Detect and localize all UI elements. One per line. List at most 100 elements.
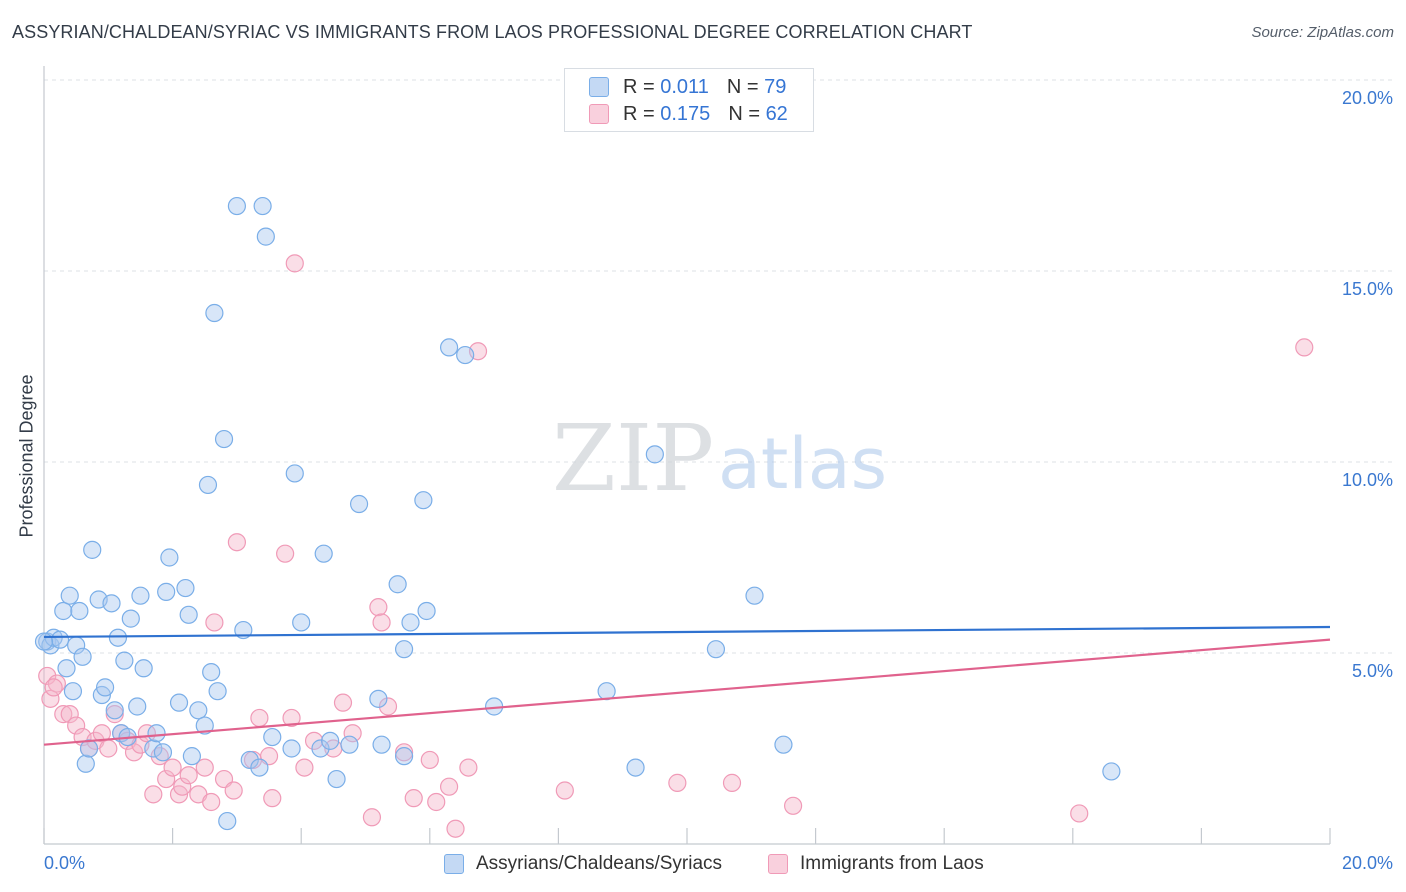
legend-r-label: R = bbox=[623, 75, 655, 98]
laos-point bbox=[124, 743, 144, 762]
laos-point bbox=[1295, 338, 1314, 357]
laos-point bbox=[92, 724, 111, 743]
y-tick-label: 10.0% bbox=[1342, 470, 1393, 490]
assyrian-point bbox=[218, 811, 237, 831]
laos-point bbox=[722, 773, 742, 792]
laos-point bbox=[333, 693, 353, 712]
assyrian-point bbox=[57, 659, 76, 678]
bottom-legend-swatch-pink bbox=[768, 854, 788, 874]
laos-point bbox=[224, 781, 243, 800]
laos-trend-line bbox=[43, 638, 1331, 746]
assyrian-point bbox=[706, 640, 726, 659]
legend-n-label: N = bbox=[728, 102, 760, 125]
laos-point bbox=[38, 666, 57, 686]
laos-point bbox=[362, 808, 382, 827]
assyrian-point bbox=[153, 743, 173, 762]
assyrian-point bbox=[227, 196, 246, 216]
bottom-legend-swatch-blue bbox=[444, 854, 464, 874]
assyrian-point bbox=[256, 227, 275, 246]
assyrian-point bbox=[144, 739, 163, 758]
assyrian-point bbox=[327, 769, 346, 789]
assyrian-point bbox=[60, 586, 79, 605]
laos-point bbox=[343, 724, 362, 743]
assyrian-point bbox=[414, 491, 433, 510]
laos-point bbox=[372, 613, 391, 632]
laos-point bbox=[783, 796, 803, 815]
assyrian-point bbox=[70, 601, 89, 621]
laos-point bbox=[295, 758, 314, 777]
gridlines bbox=[44, 79, 1394, 654]
assyrian-point bbox=[208, 682, 227, 701]
laos-point bbox=[369, 598, 388, 617]
source-label: Source: ZipAtlas.com bbox=[1251, 24, 1394, 41]
assyrian-point bbox=[311, 739, 330, 758]
watermark-zip: ZIP bbox=[552, 405, 714, 512]
laos-point bbox=[105, 705, 124, 724]
assyrian-point bbox=[349, 494, 369, 514]
assyrian-point bbox=[205, 303, 224, 323]
assyrian-point bbox=[83, 540, 102, 559]
assyrian-point bbox=[131, 586, 150, 605]
laos-point bbox=[404, 789, 423, 808]
laos-point bbox=[263, 789, 282, 808]
assyrian-point bbox=[121, 609, 140, 628]
assyrian-point bbox=[394, 747, 414, 766]
laos-point bbox=[420, 750, 439, 770]
assyrian-point bbox=[321, 731, 340, 750]
legend-r-value: 0.011 bbox=[660, 75, 709, 98]
assyrian-point bbox=[314, 544, 333, 563]
laos-point bbox=[668, 773, 687, 792]
x-tick-label: 20.0% bbox=[1342, 853, 1393, 873]
laos-point bbox=[205, 613, 224, 632]
y-tick-label: 5.0% bbox=[1352, 661, 1393, 681]
laos-point bbox=[144, 785, 163, 804]
bottom-legend-assyrian: Assyrians/Chaldeans/Syriacs bbox=[444, 852, 722, 876]
assyrian-point bbox=[263, 727, 282, 747]
assyrian-point bbox=[169, 693, 189, 712]
laos-point bbox=[439, 777, 459, 796]
laos-point bbox=[41, 689, 60, 708]
assyrian-point bbox=[282, 739, 301, 758]
stats-legend: R = 0.011 N = 79 R = 0.175 N = 62 bbox=[564, 68, 814, 132]
trend-lines bbox=[43, 625, 1331, 746]
laos-point bbox=[179, 766, 198, 785]
laos-point bbox=[285, 254, 304, 273]
tick-labels: 5.0% 10.0% 15.0% 20.0% 0.0% 20.0% bbox=[44, 88, 1393, 873]
laos-point bbox=[173, 777, 192, 796]
watermark-atlas: atlas bbox=[718, 423, 887, 505]
assyrian-point bbox=[214, 429, 234, 449]
assyrian-point bbox=[774, 735, 793, 754]
assyrian-point bbox=[134, 659, 153, 678]
legend-row-assyrian: R = 0.011 N = 79 bbox=[589, 75, 786, 99]
laos-point bbox=[195, 758, 214, 777]
legend-n-value: 79 bbox=[764, 75, 787, 98]
laos-point bbox=[67, 716, 86, 735]
legend-r-value: 0.175 bbox=[660, 102, 711, 125]
legend-r-label: R = bbox=[623, 102, 655, 125]
laos-point bbox=[446, 819, 465, 838]
legend-swatch-blue bbox=[589, 77, 609, 97]
assyrian-point bbox=[202, 662, 221, 682]
laos-point bbox=[282, 708, 301, 728]
laos-point bbox=[276, 544, 295, 563]
assyrian-point bbox=[250, 758, 269, 777]
assyrian-point bbox=[372, 735, 391, 754]
laos-point bbox=[44, 678, 63, 697]
assyrian-points bbox=[34, 196, 1121, 831]
laos-point bbox=[555, 781, 574, 800]
laos-point bbox=[250, 708, 269, 728]
assyrian-point bbox=[456, 345, 475, 365]
bottom-legend-laos: Immigrants from Laos bbox=[768, 852, 984, 876]
assyrian-point bbox=[157, 582, 176, 601]
assyrian-point bbox=[745, 586, 764, 605]
assyrian-point bbox=[253, 196, 272, 216]
assyrian-point bbox=[54, 601, 73, 621]
assyrian-point bbox=[388, 575, 407, 594]
assyrian-point bbox=[115, 651, 134, 670]
bottom-legend-label: Immigrants from Laos bbox=[800, 853, 984, 874]
laos-point bbox=[54, 705, 73, 724]
bottom-legend-label: Assyrians/Chaldeans/Syriacs bbox=[476, 853, 723, 874]
legend-n-value: 62 bbox=[765, 102, 788, 125]
laos-point bbox=[157, 769, 176, 789]
